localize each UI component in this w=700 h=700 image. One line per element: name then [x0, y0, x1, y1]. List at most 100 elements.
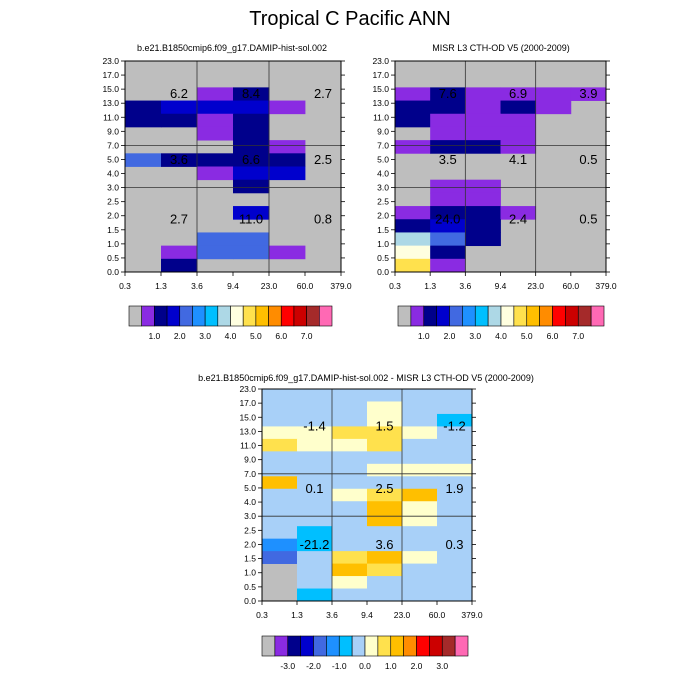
heatmap-cell: [395, 140, 431, 154]
heatmap-cell: [233, 113, 270, 128]
region-value-label: 0.8: [314, 211, 332, 226]
heatmap-cell: [430, 179, 466, 194]
heatmap-cell: [161, 245, 198, 260]
heatmap-cell: [402, 463, 438, 477]
heatmap-cell: [437, 526, 473, 540]
y-tick-label: 5.0: [244, 483, 256, 493]
heatmap-cell: [465, 219, 501, 233]
colorbar-swatch: [141, 305, 155, 327]
x-tick-label: 23.0: [527, 281, 544, 291]
region-value-label: 6.2: [170, 86, 188, 101]
y-tick-label: 13.0: [372, 98, 389, 108]
y-tick-label: 3.0: [377, 183, 389, 193]
heatmap-cell: [262, 451, 298, 465]
heatmap-panels: 0.0 0.5 1.0 1.5 2.0 2.5 3.0 4.0 5.0 7.0 9.0 11.0 13.…: [102, 56, 616, 620]
region-value-label: 0.5: [579, 152, 597, 167]
heatmap-cell: [402, 551, 438, 564]
heatmap-cell: [367, 476, 403, 490]
heatmap-cell: [395, 113, 431, 128]
heatmap-cell: [297, 438, 333, 452]
heatmap-cell: [262, 476, 298, 490]
heatmap-cell: [161, 153, 198, 167]
colorbar-swatch: [436, 305, 450, 327]
x-tick-label: 0.3: [256, 610, 268, 620]
heatmap-cell: [437, 426, 473, 440]
heatmap-cell: [430, 232, 466, 247]
heatmap-cell: [402, 488, 438, 502]
colorbar-swatch: [410, 305, 425, 327]
heatmap-cell: [465, 179, 501, 194]
colorbar-swatch: [364, 635, 379, 657]
heatmap-cell: [500, 206, 537, 220]
heatmap-cell: [437, 501, 473, 515]
y-tick-label: 4.0: [377, 169, 389, 179]
heatmap-cell: [437, 389, 473, 402]
region-value-label: 3.5: [439, 152, 457, 167]
y-tick-label: 1.0: [107, 239, 119, 249]
y-tick-label: 13.0: [239, 426, 256, 436]
colorbar-label: 1.0: [148, 331, 160, 341]
heatmap-cell: [570, 87, 607, 101]
heatmap-cell: [367, 588, 403, 602]
colorbars: 1.0 2.0 3.0 4.0 5.0 6.0 7.0 1.0 2.0 3.0 4.0 5.0 6.0 7…: [128, 305, 605, 671]
x-tick-label: 379.0: [595, 281, 617, 291]
colorbar-swatch: [293, 305, 307, 327]
heatmap-cell: [367, 551, 403, 564]
heatmap-cell: [367, 576, 403, 589]
x-tick-label: 60.0: [429, 610, 446, 620]
colorbar-swatch: [577, 305, 592, 327]
heatmap-cell: [125, 113, 162, 128]
heatmap-cell: [297, 501, 333, 515]
heatmap-cell: [262, 413, 298, 427]
heatmap-cell: [332, 501, 368, 515]
x-tick-label: 23.0: [261, 281, 278, 291]
heatmap-cell: [437, 563, 473, 577]
colorbar-swatch: [268, 305, 282, 327]
heatmap-cell: [465, 126, 501, 141]
colorbar-swatch: [261, 635, 276, 657]
colorbar-bottom: -3.0 -2.0 -1.0 0.0 1.0 2.0 3.0: [261, 635, 469, 671]
heatmap-cell: [233, 206, 270, 220]
colorbar-swatch: [242, 305, 257, 327]
colorbar-label: 5.0: [521, 331, 533, 341]
heatmap-cell: [465, 87, 501, 101]
heatmap-cell: [402, 413, 438, 427]
region-value-label: 2.7: [170, 211, 188, 226]
x-tick-label: 3.6: [191, 281, 203, 291]
colorbar-swatch: [590, 305, 605, 327]
heatmap-cell: [197, 126, 234, 141]
colorbar-label: -1.0: [332, 661, 347, 671]
heatmap-cell: [367, 463, 403, 477]
colorbar-swatch: [397, 305, 412, 327]
y-tick-label: 2.0: [244, 539, 256, 549]
heatmap-cell: [332, 488, 368, 502]
colorbar-swatch: [313, 635, 327, 657]
heatmap-cell: [197, 100, 234, 115]
colorbar-swatch: [500, 305, 515, 327]
colorbar-label: -3.0: [280, 661, 295, 671]
x-tick-label: 23.0: [394, 610, 411, 620]
heatmap-cell: [332, 401, 368, 415]
heatmap-cell: [367, 413, 403, 427]
heatmap-cell: [465, 140, 501, 154]
region-value-label: 7.6: [439, 86, 457, 101]
heatmap-cell: [430, 206, 466, 220]
heatmap-cell: [233, 87, 270, 101]
heatmap-cell: [500, 140, 537, 154]
heatmap-cell: [332, 438, 368, 452]
colorbar-label: 1.0: [418, 331, 430, 341]
colorbar-swatch: [441, 635, 456, 657]
heatmap-cell: [297, 476, 333, 490]
heatmap-cell: [197, 87, 234, 101]
heatmap-cell: [262, 513, 298, 527]
colorbar-label: 6.0: [547, 331, 559, 341]
y-tick-label: 17.0: [372, 70, 389, 80]
heatmap-cell: [233, 166, 270, 181]
y-tick-label: 4.0: [244, 497, 256, 507]
heatmap-cell: [367, 389, 403, 402]
colorbar-swatch: [462, 305, 476, 327]
colorbar-label: 2.0: [411, 661, 423, 671]
heatmap-cell: [332, 463, 368, 477]
x-tick-label: 3.6: [459, 281, 471, 291]
region-value-label: 2.5: [375, 481, 393, 496]
